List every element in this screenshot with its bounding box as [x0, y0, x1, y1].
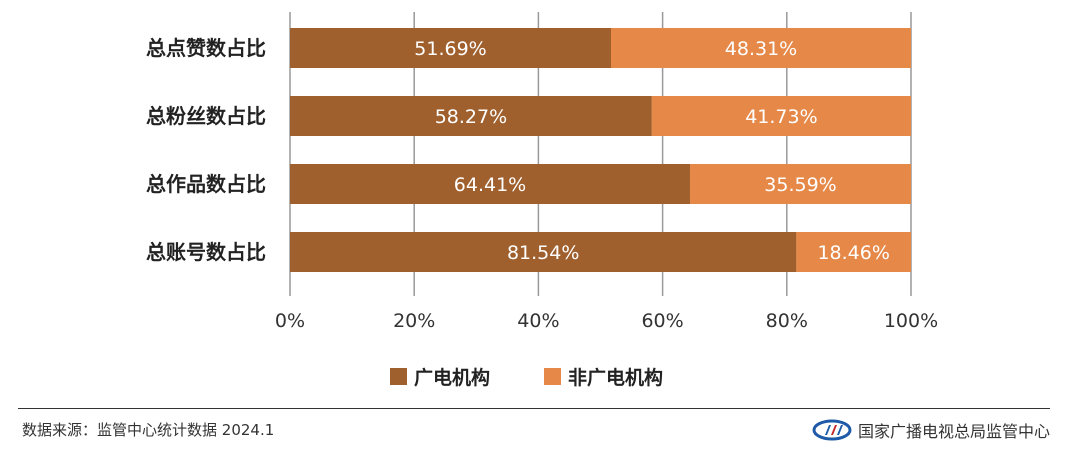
bar-segment-broadcast	[290, 232, 797, 272]
nrta-logo-icon	[812, 419, 852, 441]
category-label: 总账号数占比	[146, 240, 266, 264]
category-label: 总作品数占比	[146, 172, 266, 196]
data-label: 18.46%	[817, 242, 889, 264]
bar-segment-broadcast	[290, 164, 690, 204]
data-label: 58.27%	[435, 106, 507, 128]
organization-name: 国家广播电视总局监管中心	[857, 422, 1050, 441]
legend-swatch-1	[544, 368, 561, 385]
x-tick-label: 60%	[641, 310, 683, 332]
x-tick-label: 20%	[393, 310, 435, 332]
bar-segment-broadcast	[290, 96, 652, 136]
data-label: 51.69%	[414, 38, 486, 60]
data-label: 41.73%	[745, 106, 817, 128]
stacked-bar-chart: 0% 20% 40% 60% 80% 100% 总点赞数占比 51.69% 48.31% 总粉丝数…	[146, 12, 938, 389]
bar-segment-non-broadcast	[651, 96, 911, 136]
legend-label-0: 广电机构	[414, 366, 490, 389]
organization-credit: 国家广播电视总局监管中心	[812, 418, 1050, 442]
x-tick-label: 0%	[275, 310, 305, 332]
category-label: 总粉丝数占比	[146, 104, 266, 128]
data-source-note: 数据来源：监管中心统计数据 2024.1	[22, 421, 275, 439]
bar-segment-non-broadcast	[796, 232, 911, 272]
bar-segment-non-broadcast	[689, 164, 911, 204]
bar-segment-non-broadcast	[610, 28, 911, 68]
category-label: 总点赞数占比	[146, 36, 266, 60]
data-label: 81.54%	[507, 242, 579, 264]
data-label: 64.41%	[454, 174, 526, 196]
footer-divider	[18, 408, 1050, 409]
x-tick-label: 40%	[517, 310, 559, 332]
legend-swatch-0	[390, 368, 407, 385]
bar-segment-broadcast	[290, 28, 611, 68]
legend-label-1: 非广电机构	[568, 366, 663, 389]
x-tick-label: 80%	[766, 310, 808, 332]
data-label: 35.59%	[764, 174, 836, 196]
data-label: 48.31%	[725, 38, 797, 60]
x-tick-label: 100%	[884, 310, 938, 332]
